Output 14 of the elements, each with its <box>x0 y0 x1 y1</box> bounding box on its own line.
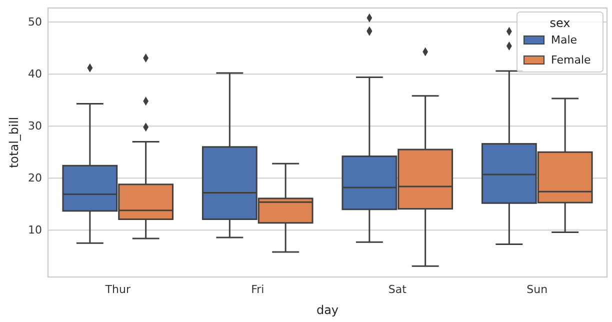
y-tick-label: 10 <box>28 224 42 237</box>
x-tick-label: Thur <box>104 283 131 296</box>
legend-label: Female <box>551 54 592 66</box>
x-axis-title: day <box>316 303 339 317</box>
y-tick-label: 20 <box>28 172 42 185</box>
x-tick-label: Sat <box>388 283 408 296</box>
y-tick-label: 30 <box>28 120 42 133</box>
y-tick-label: 50 <box>28 16 42 29</box>
legend-title: sex <box>550 16 570 30</box>
y-axis-title: total_bill <box>7 116 21 168</box>
legend-label: Male <box>551 34 578 46</box>
x-tick-label: Sun <box>526 283 548 296</box>
x-tick-label: Fri <box>251 283 264 296</box>
y-tick-label: 40 <box>28 68 42 81</box>
